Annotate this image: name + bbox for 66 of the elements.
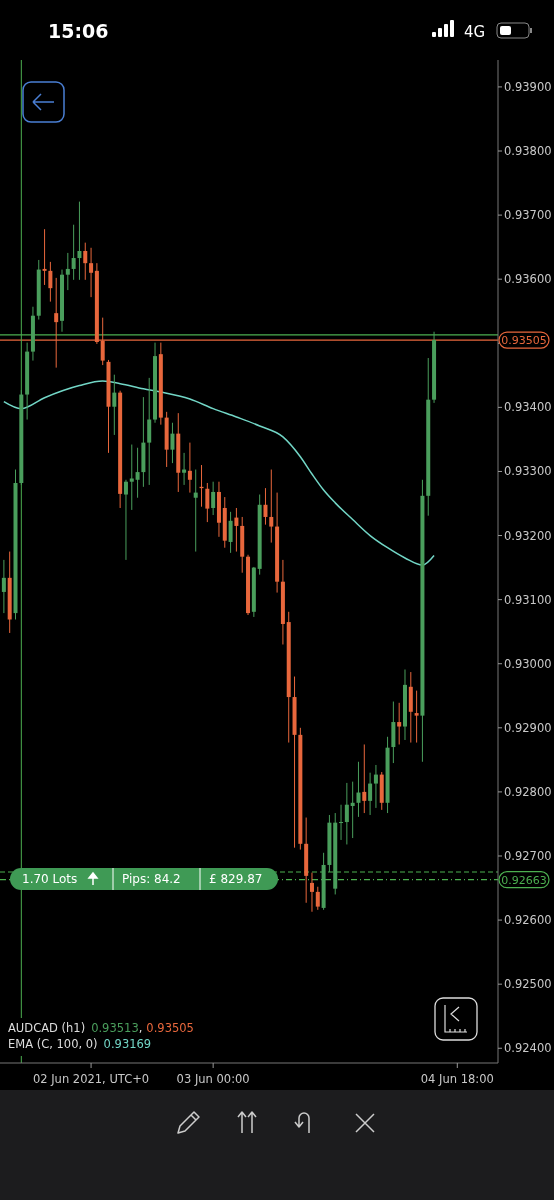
candlestick (339, 804, 344, 841)
y-tick-label: 0.93900 (504, 79, 552, 94)
candlestick (263, 487, 268, 526)
annotation: EMA (C, 100, 0) (8, 1037, 98, 1051)
candlestick (42, 228, 47, 286)
y-tick-label: 0.93100 (504, 592, 552, 607)
y-tick-label: 0.93000 (504, 656, 552, 671)
candlestick (48, 261, 53, 303)
y-tick-label: 0.92800 (504, 784, 552, 799)
y-tick-label: 0.92500 (504, 977, 552, 992)
candlestick (269, 469, 274, 544)
candlestick (83, 242, 88, 281)
annotation: £ 829.87 (209, 872, 263, 887)
candlestick (71, 224, 76, 281)
y-tick-label: 0.92700 (504, 849, 552, 864)
y-tick-label: 0.92600 (504, 913, 552, 928)
y-tick-label: 0.93200 (504, 528, 552, 543)
y-tick-label: 0.93800 (504, 144, 552, 159)
candlestick (187, 442, 192, 494)
candlestick (362, 743, 367, 814)
y-tick-label: 0.92400 (504, 1041, 552, 1056)
annotation: AUDCAD (h1) (8, 1021, 86, 1035)
candlestick (147, 377, 152, 486)
annotation: , (138, 1021, 143, 1035)
annotation: 1.70 Lots (22, 872, 78, 887)
text: 15:06 (48, 20, 109, 42)
candlestick (129, 444, 134, 511)
annotation: Pips: 84.2 (122, 872, 181, 887)
ref-line-label: 0.92663 (501, 873, 547, 887)
candlestick (77, 201, 82, 281)
candlestick (193, 469, 198, 553)
candlestick (112, 374, 117, 436)
candlestick (135, 447, 140, 499)
text: 4G (464, 23, 486, 41)
candlestick (315, 886, 320, 911)
x-tick-label: 04 Jun 18:00 (420, 1072, 494, 1086)
candlestick (182, 452, 187, 486)
ref-line-label: 0.93505 (501, 333, 547, 347)
annotation: 0.93505 (146, 1021, 194, 1035)
candlestick (89, 247, 94, 298)
y-tick-label: 0.93600 (504, 272, 552, 287)
candlestick (373, 764, 378, 809)
candlestick (123, 479, 128, 561)
x-tick-label: 02 Jun 2021, UTC+0 (32, 1072, 150, 1086)
candlestick (228, 511, 233, 554)
candlestick (350, 781, 355, 839)
y-tick-label: 0.93400 (504, 400, 552, 415)
line-series (3, 380, 435, 566)
candlestick (1, 559, 6, 614)
candlestick (344, 782, 349, 845)
candlestick (234, 507, 239, 553)
candlestick (368, 772, 373, 816)
y-tick-label: 0.93700 (504, 208, 552, 223)
candlestick (309, 872, 314, 913)
annotation: 0.93513 (91, 1021, 139, 1035)
x-tick-label: 03 Jun 00:00 (176, 1072, 250, 1086)
annotation: 0.93169 (103, 1037, 152, 1051)
candlestick (65, 252, 70, 291)
candlestick (205, 482, 210, 523)
y-tick-label: 0.92900 (504, 720, 552, 735)
candlestick (414, 690, 419, 744)
candlestick (397, 702, 402, 745)
candlestick (211, 481, 216, 516)
candlestick (356, 761, 361, 818)
candlestick (170, 422, 175, 464)
y-tick-label: 0.93300 (504, 464, 552, 479)
